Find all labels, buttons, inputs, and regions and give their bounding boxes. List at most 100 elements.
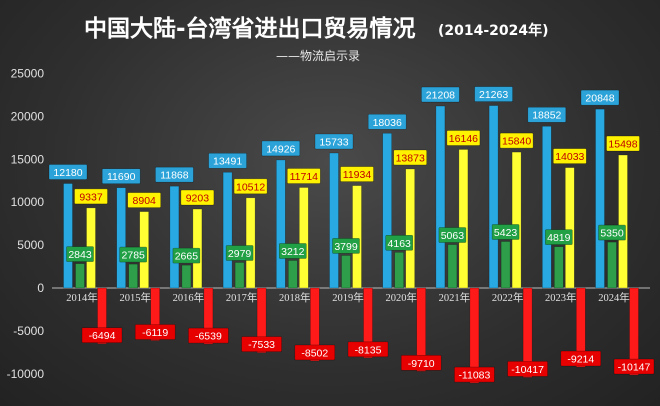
- import-data-label-bg: [499, 132, 534, 149]
- export-bar: [341, 255, 351, 289]
- balance-data-label: -8502: [301, 347, 328, 359]
- balance-data-label: -6494: [89, 330, 116, 342]
- total-data-label: 11690: [107, 171, 136, 183]
- import-data-label: 8904: [133, 195, 157, 207]
- export-bar: [553, 246, 564, 289]
- import-data-label-bg: [180, 189, 215, 206]
- total-data-label-bg: [421, 86, 460, 103]
- x-tick-label: 2021年: [439, 291, 471, 304]
- balance-data-label: -6539: [195, 331, 222, 343]
- y-tick-label: -10000: [7, 367, 45, 381]
- import-data-label-bg: [127, 192, 161, 208]
- x-tick-label: 2016年: [173, 291, 205, 304]
- y-tick-label: 15000: [11, 152, 45, 166]
- total-data-label: 11868: [160, 170, 189, 182]
- export-data-label-bg: [119, 246, 147, 263]
- total-data-label: 15733: [319, 137, 348, 149]
- export-bar: [394, 251, 405, 289]
- balance-data-label-bg: [400, 355, 442, 371]
- balance-data-label: -10147: [618, 362, 651, 374]
- export-data-label: 3212: [281, 246, 305, 258]
- total-bar: [116, 187, 126, 289]
- balance-data-label: -7533: [248, 339, 275, 351]
- import-data-label-bg: [286, 168, 321, 184]
- total-data-label-bg: [155, 166, 194, 183]
- balance-data-label: -6119: [142, 327, 168, 339]
- total-data-label: 12180: [53, 167, 82, 179]
- data-labels: 12180 11690 11868 13491 14926 15733 18036 21208…: [48, 86, 655, 383]
- import-data-label-bg: [393, 149, 428, 166]
- balance-bar: [575, 287, 586, 368]
- chart-title: 中国大陆-台湾省进出口贸易情况: [84, 15, 416, 42]
- import-data-label: 11714: [290, 171, 319, 183]
- total-data-label-bg: [314, 133, 354, 150]
- y-tick-label: 10000: [11, 195, 45, 209]
- import-data-label-bg: [552, 148, 587, 164]
- export-data-label: 2785: [122, 250, 146, 262]
- balance-data-label: -9710: [408, 358, 435, 370]
- import-data-label: 15498: [608, 139, 637, 151]
- import-data-label: 10512: [236, 181, 265, 193]
- export-bar: [447, 244, 458, 289]
- balance-bar: [416, 287, 427, 372]
- balance-bar: [97, 287, 107, 345]
- import-data-label: 15840: [502, 136, 531, 148]
- balance-data-label-bg: [454, 366, 495, 383]
- x-tick-label: 2024年: [598, 291, 630, 304]
- balance-data-label-bg: [134, 324, 176, 340]
- import-bar: [298, 187, 309, 289]
- total-data-label-bg: [261, 140, 301, 157]
- export-data-label: 5063: [441, 230, 465, 242]
- balance-bar: [203, 287, 214, 345]
- export-bar: [287, 260, 298, 289]
- balance-data-label-bg: [81, 327, 123, 344]
- total-bar: [595, 108, 605, 289]
- total-data-label: 18852: [532, 110, 561, 122]
- total-data-label-bg: [101, 168, 141, 184]
- import-data-label-bg: [233, 178, 268, 195]
- balance-data-label-bg: [560, 350, 602, 367]
- export-data-label: 3799: [334, 241, 358, 253]
- import-bar: [564, 167, 575, 289]
- x-tick-label: 2017年: [226, 291, 258, 304]
- total-data-label-bg: [580, 89, 620, 106]
- export-data-label: 5350: [600, 228, 624, 240]
- total-bar: [435, 105, 446, 289]
- total-data-label-bg: [208, 152, 247, 169]
- balance-bar: [522, 287, 533, 378]
- import-data-label: 11934: [343, 169, 372, 181]
- total-data-label: 18036: [373, 117, 402, 129]
- export-data-label-bg: [438, 227, 467, 243]
- export-data-label: 2843: [68, 249, 92, 261]
- total-data-label: 21263: [479, 89, 508, 101]
- balance-data-label: -11083: [458, 370, 490, 382]
- import-data-label: 13873: [396, 152, 425, 164]
- balance-data-label-bg: [613, 358, 655, 375]
- balance-bar: [256, 287, 267, 353]
- x-tick-label: 2014年: [66, 291, 98, 304]
- x-tick-label: 2020年: [385, 291, 417, 304]
- export-data-label-bg: [66, 246, 94, 262]
- export-data-label-bg: [278, 243, 307, 259]
- total-data-label-bg: [367, 113, 407, 130]
- chart-title-range: (2014-2024年): [438, 22, 549, 39]
- balance-data-label: -8135: [355, 344, 382, 356]
- y-tick-label: -5000: [13, 324, 44, 338]
- total-bar: [382, 132, 393, 289]
- export-data-label-bg: [598, 224, 626, 241]
- balance-data-label-bg: [347, 341, 389, 358]
- total-bar: [488, 105, 499, 289]
- import-bar: [352, 185, 362, 289]
- export-bar: [181, 264, 192, 289]
- balance-data-label: -10417: [511, 364, 544, 376]
- export-data-label: 2665: [175, 251, 199, 263]
- balance-bar: [309, 287, 320, 362]
- y-tick-label: 0: [37, 281, 44, 295]
- balance-data-label-bg: [241, 336, 282, 352]
- export-data-label: 5423: [494, 227, 518, 239]
- import-bar: [458, 149, 469, 289]
- x-axis: 2014年 2015年 2016年 2017年 2018年 2019年 2020年 2021年…: [66, 291, 630, 304]
- import-data-label-bg: [340, 166, 374, 182]
- total-bar: [169, 185, 180, 289]
- total-data-label-bg: [48, 164, 88, 180]
